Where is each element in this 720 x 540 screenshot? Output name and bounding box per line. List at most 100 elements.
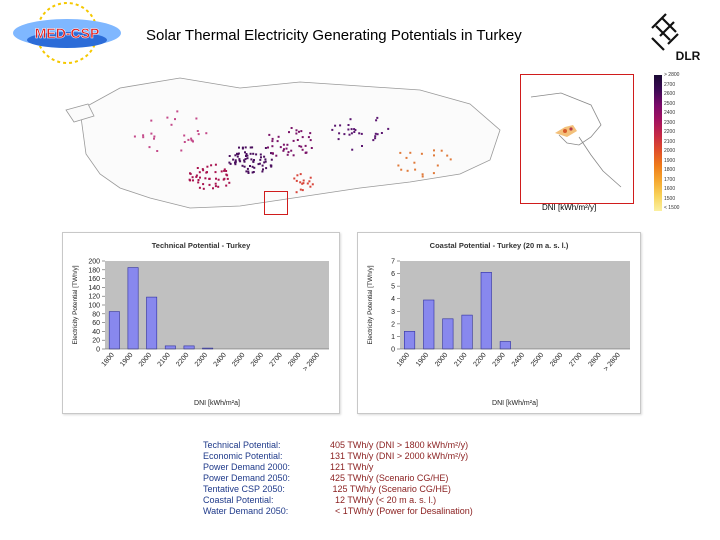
- map-dni-pixel: [283, 148, 285, 151]
- map-dni-pixel: [251, 171, 254, 174]
- technical-potential-chart-panel: Technical Potential - Turkey 0 20 40 60 80 100…: [62, 232, 340, 414]
- map-dni-pixel: [251, 165, 254, 168]
- x-tick-label: 2500: [530, 352, 545, 369]
- map-dni-pixel: [349, 118, 352, 121]
- colorbar-tick: 2300: [664, 119, 676, 126]
- y-axis-label: Electricity Potential [TWh/y]: [72, 265, 79, 344]
- stat-label: Power Demand 2000:: [203, 462, 291, 472]
- map-dni-pixel: [270, 165, 273, 168]
- map-dni-pixel: [243, 165, 246, 168]
- stat-label: Coastal Potential:: [203, 495, 274, 505]
- map-dni-pixel: [409, 151, 412, 154]
- map-dni-pixel: [206, 165, 209, 168]
- map-dni-pixel: [192, 179, 194, 182]
- map-dni-pixel: [302, 179, 305, 182]
- map-dni-pixel: [214, 171, 217, 174]
- map-dni-pixel: [180, 149, 183, 152]
- y-tick-label: 1: [391, 334, 395, 341]
- colorbar-tick: < 1500: [664, 205, 680, 211]
- map-dni-pixel: [299, 173, 302, 176]
- map-dni-pixel: [263, 161, 266, 164]
- med-csp-logo-text: MED-CSP: [35, 25, 100, 41]
- y-tick-label: 20: [92, 338, 100, 345]
- map-dni-pixel: [290, 127, 293, 129]
- map-dni-pixel: [360, 132, 363, 135]
- map-dni-pixel: [153, 137, 155, 140]
- map-dni-pixel: [237, 152, 240, 155]
- x-tick-label: 2800: [587, 352, 602, 369]
- map-dni-pixel: [308, 180, 311, 183]
- y-tick-label: 2: [391, 321, 395, 328]
- map-dni-pixel: [372, 139, 375, 142]
- map-dni-pixel: [189, 172, 191, 175]
- bar: [461, 314, 473, 350]
- map-dni-pixel: [205, 132, 208, 135]
- map-dni-pixel: [250, 158, 253, 161]
- y-tick-label: 100: [88, 303, 100, 310]
- bar: [403, 331, 416, 350]
- map-dni-pixel: [301, 148, 304, 151]
- x-tick-label: 2800: [287, 352, 302, 369]
- map-dni-pixel: [210, 164, 213, 167]
- map-dni-pixel: [195, 174, 198, 177]
- x-tick-label: 2200: [175, 352, 190, 369]
- dlr-logo: DLR: [644, 12, 704, 64]
- stat-value: 125 TWh/y (Scenario CG/HE): [330, 484, 451, 494]
- x-tick-label: 2000: [434, 352, 449, 369]
- map-dni-pixel: [264, 158, 267, 161]
- map-dni-pixel: [351, 148, 354, 151]
- x-tick-label: 2700: [268, 352, 283, 369]
- map-dni-pixel: [263, 155, 266, 158]
- map-dni-pixel: [380, 132, 383, 134]
- map-dni-pixel: [295, 191, 298, 194]
- map-dni-pixel: [282, 149, 285, 152]
- stat-value: 425 TWh/y (Scenario CG/HE): [330, 473, 449, 483]
- map-dni-pixel: [258, 162, 261, 165]
- y-tick-label: 60: [92, 320, 100, 327]
- map-dni-pixel: [188, 178, 191, 181]
- y-tick-label: 120: [88, 294, 100, 301]
- map-dni-pixel: [214, 185, 217, 188]
- map-dni-pixel: [446, 154, 449, 157]
- chart-title: Technical Potential - Turkey: [152, 241, 251, 250]
- map-dni-pixel: [197, 181, 200, 184]
- x-tick-label: > 2800: [302, 352, 321, 373]
- map-dni-pixel: [287, 151, 290, 154]
- map-dni-pixel: [156, 150, 159, 152]
- y-tick-label: 80: [92, 311, 100, 318]
- map-dni-pixel: [257, 163, 260, 166]
- map-dni-pixel: [196, 130, 199, 132]
- stat-label: Water Demand 2050:: [203, 506, 289, 516]
- map-dni-pixel: [197, 133, 200, 136]
- colorbar-tick: 1900: [664, 157, 676, 164]
- map-dni-pixel: [292, 139, 295, 142]
- dlr-logo-text: DLR: [676, 49, 701, 63]
- map-dni-pixel: [225, 170, 228, 172]
- map-dni-pixel: [343, 133, 346, 136]
- map-dni-pixel: [246, 157, 249, 160]
- map-dni-pixel: [304, 151, 307, 154]
- map-dni-pixel: [196, 167, 199, 169]
- map-dni-pixel: [202, 187, 205, 190]
- map-dni-pixel: [236, 155, 239, 158]
- map-dni-pixel: [433, 149, 435, 152]
- map-dni-pixel: [195, 117, 198, 120]
- map-dni-pixel: [264, 147, 267, 149]
- map-dni-pixel: [150, 119, 153, 122]
- y-tick-label: 5: [391, 284, 395, 291]
- map-dni-pixel: [304, 144, 307, 147]
- y-tick-label: 7: [391, 259, 395, 266]
- map-dni-pixel: [142, 136, 145, 139]
- map-dni-pixel: [397, 164, 400, 167]
- map-dni-pixel: [310, 147, 313, 149]
- map-dni-pixel: [183, 134, 186, 137]
- map-dni-pixel: [238, 146, 240, 149]
- map-dni-pixel: [246, 154, 249, 157]
- x-tick-label: 2100: [453, 352, 468, 369]
- stat-value: 121 TWh/y: [330, 462, 374, 472]
- y-tick-label: 200: [88, 259, 100, 266]
- map-dni-pixel: [236, 152, 238, 155]
- map-dni-pixel: [142, 134, 145, 137]
- map-dni-pixel: [272, 152, 274, 155]
- map-dni-pixel: [246, 167, 249, 170]
